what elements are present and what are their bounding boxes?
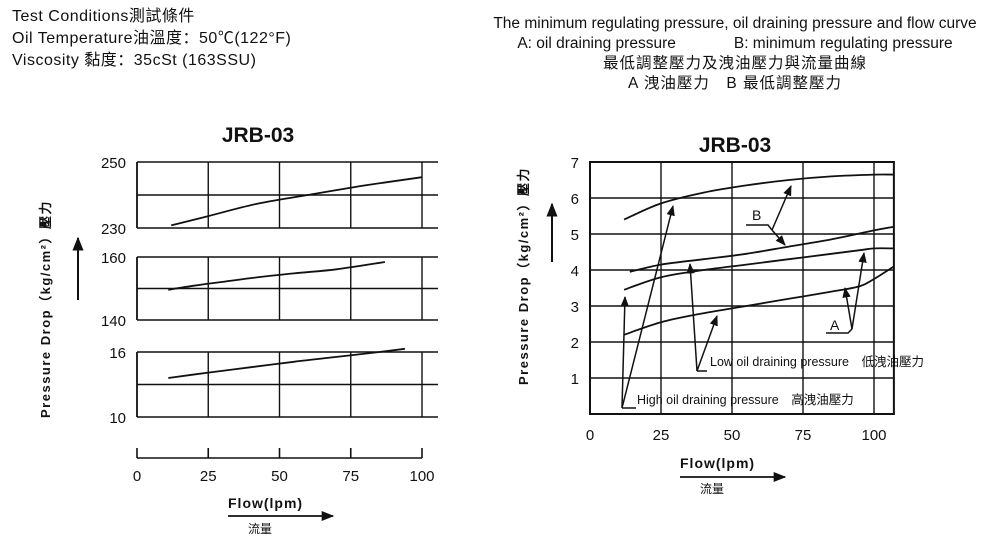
- right-chart: JRB-03 1 2 3 4 5 6 7 0 25 50 75 100 B A Low oil dra…: [516, 134, 924, 496]
- left-y-tick-label: 10: [109, 410, 126, 427]
- right-chart-grid: [589, 161, 895, 415]
- right-x-tick-label: 50: [724, 427, 741, 444]
- left-x-tick-label: 25: [200, 468, 217, 485]
- b-marker: B: [752, 207, 761, 223]
- right-y-tick-label: 1: [571, 371, 579, 388]
- right-y-tick-label: 4: [571, 263, 579, 280]
- caption-legend: A: oil draining pressure B: minimum regu…: [470, 34, 1000, 54]
- oil-temperature-line: Oil Temperature油溫度：50℃(122°F): [12, 30, 292, 47]
- viscosity-line: Viscosity 黏度：35cSt (163SSU): [12, 52, 257, 69]
- right-y-tick-label: 7: [571, 155, 579, 172]
- right-x-tick-label: 75: [795, 427, 812, 444]
- right-series-line: [623, 173, 894, 221]
- left-chart-title: JRB-03: [222, 124, 294, 147]
- a-marker-callout: [826, 251, 867, 334]
- right-y-tick-label: 6: [571, 191, 579, 208]
- left-x-tick-label: 100: [409, 468, 434, 485]
- right-x-tick-label: 0: [586, 427, 594, 444]
- high-pressure-callout: [620, 204, 675, 409]
- left-y-tick-label: 16: [109, 345, 126, 362]
- caption-line-4: A 洩油壓力 B 最低調整壓力: [628, 75, 842, 92]
- left-series-line: [168, 347, 406, 379]
- left-y-axis-label: Pressure Drop（kg/cm²）壓力: [38, 200, 53, 418]
- a-marker: A: [830, 317, 840, 333]
- right-y-axis-label: Pressure Drop（kg/cm²）壓力: [516, 167, 531, 385]
- caption-b-label: B: minimum regulating pressure: [733, 35, 953, 52]
- right-chart-caption: The minimum regulating pressure, oil dra…: [470, 14, 1000, 94]
- left-x-tick-label: 50: [271, 468, 288, 485]
- high-pressure-label: High oil draining pressure 高洩油壓力: [637, 392, 854, 407]
- b-marker-callout: [746, 185, 792, 246]
- right-plot-frame: [589, 161, 895, 415]
- left-series-line: [168, 261, 386, 291]
- right-y-tick-label: 3: [571, 299, 579, 316]
- left-x-tick-label: 0: [133, 468, 141, 485]
- left-y-tick-label: 230: [101, 221, 126, 238]
- left-x-axis-cjk: 流量: [248, 522, 272, 536]
- low-pressure-label: Low oil draining pressure 低洩油壓力: [710, 355, 924, 369]
- right-series-line: [623, 247, 894, 291]
- left-series-line: [170, 176, 423, 227]
- right-y-tick-label: 2: [571, 335, 579, 352]
- left-y-tick-label: 160: [101, 250, 126, 267]
- right-chart-title: JRB-03: [699, 134, 771, 157]
- left-chart-grid: [136, 161, 438, 459]
- right-series-line: [623, 265, 895, 336]
- right-x-axis-label: Flow(lpm): [680, 455, 755, 471]
- right-x-tick-label: 100: [861, 427, 886, 444]
- right-y-tick-label: 5: [571, 227, 579, 244]
- caption-a-label: A: oil draining pressure: [517, 35, 676, 52]
- right-chart-curves: [623, 173, 895, 336]
- right-series-line: [629, 225, 895, 273]
- left-x-tick-label: 75: [342, 468, 359, 485]
- low-pressure-callout: [686, 262, 718, 372]
- test-conditions: Test Conditions測試條件 Oil Temperature油溫度：5…: [12, 6, 291, 72]
- right-x-axis-cjk: 流量: [700, 482, 724, 496]
- left-x-axis-label: Flow(lpm): [228, 495, 303, 511]
- left-y-tick-label: 140: [101, 313, 126, 330]
- right-x-tick-label: 25: [653, 427, 670, 444]
- caption-line-1: The minimum regulating pressure, oil dra…: [493, 15, 977, 32]
- right-chart-ticks: 1 2 3 4 5 6 7 0 25 50 75 100: [571, 155, 887, 444]
- left-chart-curves: [168, 176, 423, 379]
- left-y-tick-label: 250: [101, 155, 126, 172]
- caption-line-3: 最低調整壓力及洩油壓力與流量曲線: [602, 55, 867, 72]
- test-conditions-line: Test Conditions測試條件: [12, 8, 195, 25]
